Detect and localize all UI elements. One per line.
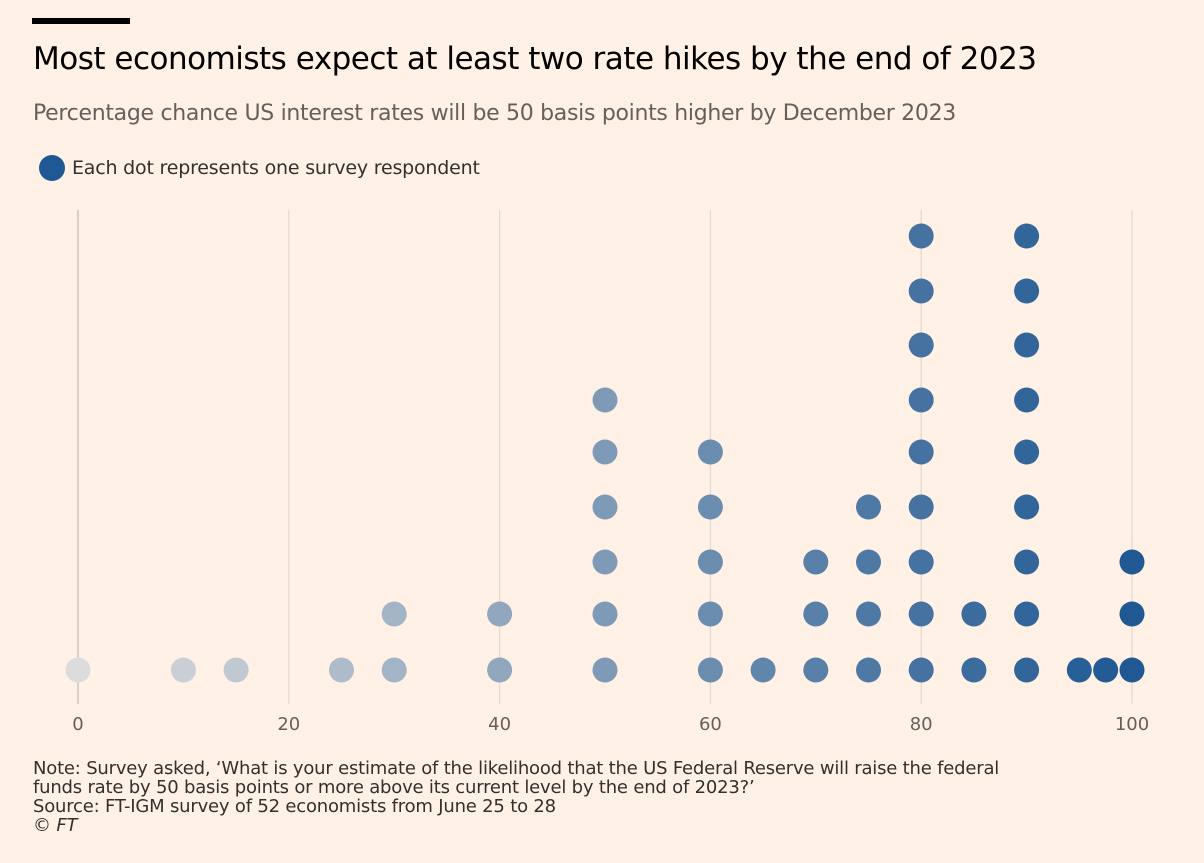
respondent-dot xyxy=(592,387,618,413)
respondent-dot xyxy=(803,601,829,627)
respondent-dot xyxy=(908,439,934,465)
respondent-dot xyxy=(1119,549,1145,575)
respondent-dot xyxy=(803,549,829,575)
respondent-dot xyxy=(1119,601,1145,627)
respondent-dot xyxy=(908,549,934,575)
x-tick-label: 100 xyxy=(1115,714,1149,735)
respondent-dot xyxy=(697,439,723,465)
x-axis: 0 20 40 60 80 100 xyxy=(72,714,1149,735)
x-tick-label: 40 xyxy=(488,714,511,735)
respondent-dot xyxy=(1014,657,1040,683)
legend: Each dot represents one survey responden… xyxy=(39,153,480,183)
respondent-dot xyxy=(1093,657,1119,683)
x-tick-label: 80 xyxy=(910,714,933,735)
credit-line: © FT xyxy=(33,815,78,836)
respondent-dot xyxy=(697,657,723,683)
respondent-dot xyxy=(1014,439,1040,465)
respondent-dot xyxy=(487,601,513,627)
respondent-dot xyxy=(1014,223,1040,249)
chart-notes: Note: Survey asked, ‘What is your estima… xyxy=(33,759,1183,835)
dot-chart: 0 20 40 60 80 100 xyxy=(65,210,1149,735)
respondent-dot xyxy=(592,657,618,683)
respondent-dot xyxy=(1014,332,1040,358)
respondent-dot xyxy=(1014,278,1040,304)
respondent-dot xyxy=(856,657,881,683)
respondent-dot xyxy=(381,601,407,627)
respondent-dot xyxy=(592,549,618,575)
respondent-dot xyxy=(697,601,723,627)
respondent-dot xyxy=(592,439,618,465)
respondent-dot xyxy=(1014,549,1040,575)
respondent-dot xyxy=(856,549,881,575)
note-line-1: Note: Survey asked, ‘What is your estima… xyxy=(33,758,1000,779)
respondent-dot xyxy=(170,657,196,683)
respondent-dot xyxy=(908,494,934,520)
respondent-dot xyxy=(908,332,934,358)
respondent-dot xyxy=(1014,387,1040,413)
respondent-dot xyxy=(381,657,407,683)
respondent-dot xyxy=(908,278,934,304)
x-tick-label: 0 xyxy=(72,714,83,735)
top-rule xyxy=(32,18,130,24)
chart-subtitle: Percentage chance US interest rates will… xyxy=(33,101,956,126)
respondent-dot xyxy=(1066,657,1092,683)
respondent-dot xyxy=(487,657,513,683)
respondent-dot xyxy=(65,657,91,683)
legend-label: Each dot represents one survey responden… xyxy=(72,157,480,179)
respondent-dot xyxy=(856,494,881,520)
respondent-dot xyxy=(329,657,354,683)
respondent-dot xyxy=(697,494,723,520)
source-line: Source: FT-IGM survey of 52 economists f… xyxy=(33,796,556,817)
note-line-2: funds rate by 50 basis points or more ab… xyxy=(33,777,755,798)
x-tick-label: 20 xyxy=(277,714,300,735)
respondent-dot xyxy=(961,601,987,627)
respondent-dot xyxy=(592,494,618,520)
legend-dot xyxy=(39,155,65,181)
respondent-dot xyxy=(697,549,723,575)
respondent-dot xyxy=(803,657,829,683)
respondent-dot xyxy=(961,657,987,683)
respondent-dot xyxy=(908,601,934,627)
respondent-dot xyxy=(1014,601,1040,627)
x-tick-label: 60 xyxy=(699,714,722,735)
chart-title: Most economists expect at least two rate… xyxy=(33,41,1037,77)
respondent-dot xyxy=(592,601,618,627)
respondent-dot xyxy=(908,387,934,413)
respondent-dot xyxy=(1119,657,1145,683)
respondent-dot xyxy=(856,601,881,627)
respondent-dot xyxy=(1014,494,1040,520)
dots xyxy=(65,223,1145,683)
respondent-dot xyxy=(908,223,934,249)
respondent-dot xyxy=(750,657,776,683)
respondent-dot xyxy=(223,657,249,683)
respondent-dot xyxy=(908,657,934,683)
